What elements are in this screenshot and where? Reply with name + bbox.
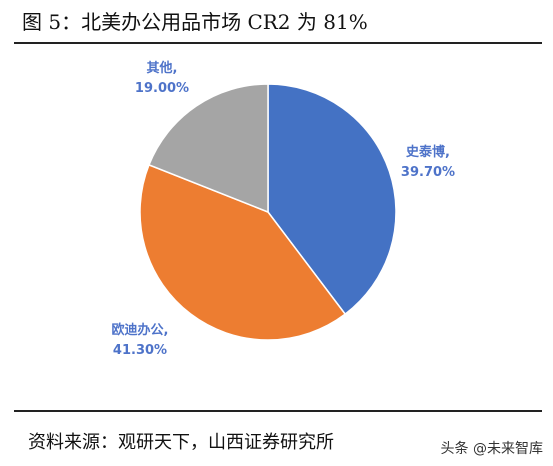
top-rule: [14, 42, 542, 44]
slice-value-label: 39.70%: [401, 165, 455, 180]
slice-name-label: 其他,: [147, 60, 178, 76]
slice-value-label: 19.00%: [135, 81, 189, 96]
pie-slice: [267, 83, 397, 316]
pie-slice: [148, 83, 269, 214]
bottom-rule: [14, 410, 542, 412]
slice-name-label: 欧迪办公,: [112, 322, 169, 338]
chart-title: 图 5：北美办公用品市场 CR2 为 81%: [22, 10, 368, 34]
slice-name-label: 史泰博,: [406, 144, 450, 160]
source-note: 资料来源：观研天下，山西证券研究所: [28, 432, 334, 453]
watermark: 头条 @未来智库: [440, 441, 543, 457]
slice-value-label: 41.30%: [113, 343, 167, 358]
pie-slice: [139, 163, 347, 341]
